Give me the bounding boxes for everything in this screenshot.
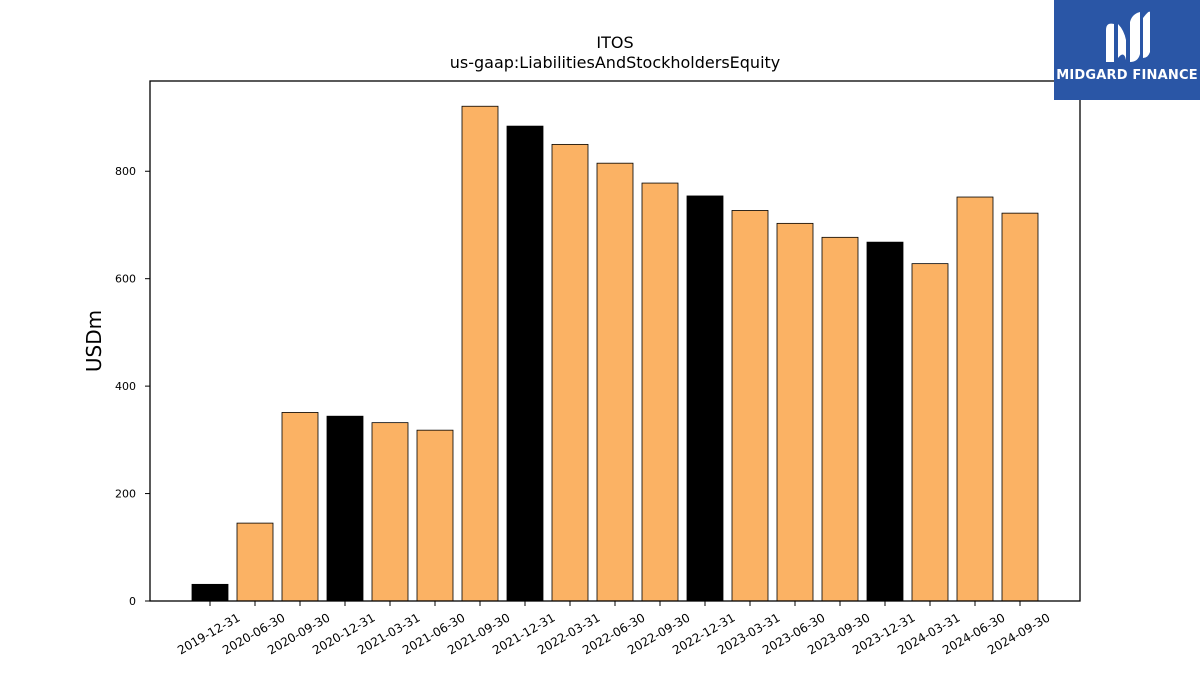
bar-2023-12-31 [866, 241, 904, 602]
bar-2020-06-30 [236, 522, 274, 602]
brand-name: MIDGARD FINANCE [1056, 68, 1198, 83]
bar-2024-06-30 [956, 196, 994, 602]
bar-2020-12-31 [326, 415, 364, 602]
brand-logo: MIDGARD FINANCE [1054, 0, 1200, 100]
bar-2024-03-31 [911, 263, 949, 602]
bar-2022-12-31 [686, 195, 724, 602]
chart-title: ITOS [596, 33, 634, 52]
bars-group [191, 105, 1039, 602]
bar-2024-09-30 [1001, 212, 1039, 602]
bar-2021-03-31 [371, 422, 409, 602]
x-axis-ticks: 2019-12-312020-06-302020-09-302020-12-31… [175, 601, 1053, 657]
bar-2021-12-31 [506, 125, 544, 602]
bar-2022-09-30 [641, 182, 679, 602]
y-tick-label: 400 [115, 380, 136, 393]
y-tick-label: 600 [115, 273, 136, 286]
midgard-m-icon [1106, 11, 1150, 63]
y-tick-label: 200 [115, 488, 136, 501]
bar-2021-09-30 [461, 105, 499, 602]
plot-frame [149, 80, 1081, 602]
bar-2022-06-30 [596, 162, 634, 602]
y-tick-label: 800 [115, 165, 136, 178]
bar-2023-06-30 [776, 222, 814, 602]
chart-subtitle: us-gaap:LiabilitiesAndStockholdersEquity [449, 53, 781, 72]
bar-2021-06-30 [416, 429, 454, 602]
bar-2022-03-31 [551, 143, 589, 602]
bar-2023-09-30 [821, 236, 859, 602]
y-tick-label: 0 [129, 595, 136, 608]
bar-2019-12-31 [191, 583, 229, 602]
bar-2023-03-31 [731, 210, 769, 602]
y-axis-ticks: 0 200 400 600 800 [115, 165, 150, 608]
bar-2020-09-30 [281, 412, 319, 602]
y-axis-label: USDm [82, 310, 106, 372]
